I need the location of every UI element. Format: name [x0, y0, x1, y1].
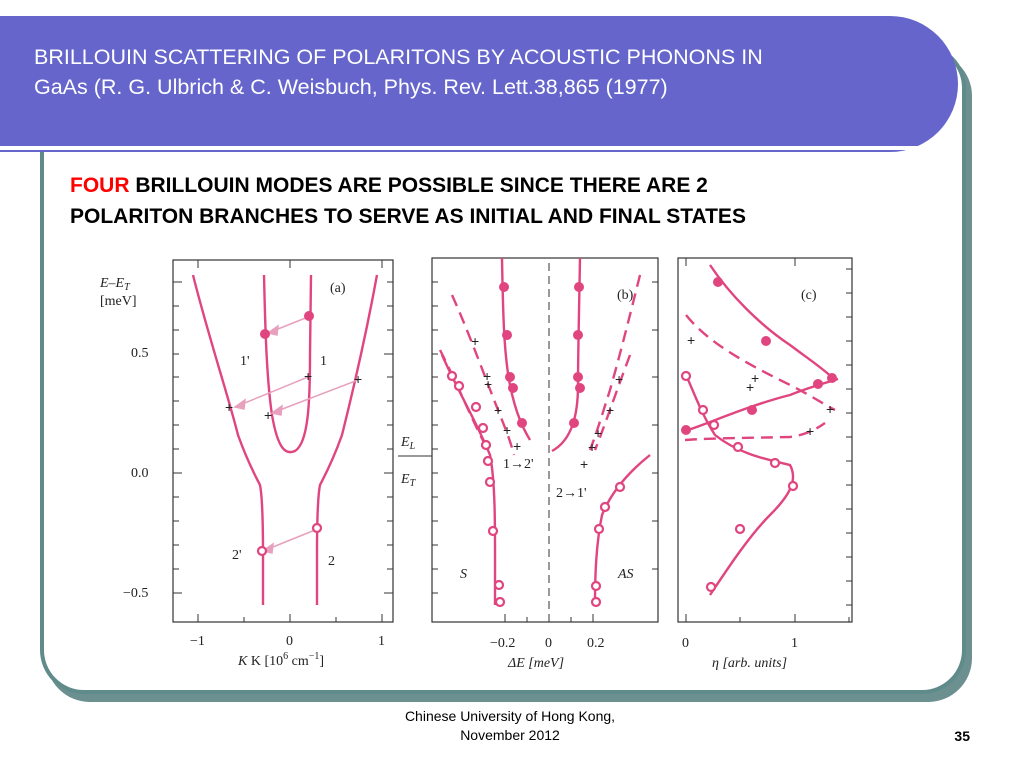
plus-b-3: +: [494, 402, 502, 418]
panel-c-xtick-1: 1: [791, 636, 798, 651]
subtitle-highlight: FOUR: [70, 174, 130, 197]
panel-a-xtick-2: 1: [378, 634, 385, 649]
side-label-s: S: [460, 567, 467, 582]
branch-label-1prime: 1': [240, 354, 250, 369]
branch-label-2: 2: [328, 554, 335, 569]
panel-a-xtick-1: 0: [286, 634, 293, 649]
plus-b-7: +: [606, 402, 614, 418]
title-bar: [0, 16, 958, 152]
plus-a-3: +: [264, 407, 272, 423]
panel-b: + + + + + + + + + + + (b) EL ET 1→2' 2→1…: [398, 257, 659, 671]
panel-b-xlabel: ΔE [meV]: [507, 656, 564, 671]
level-label-et: ET: [400, 472, 417, 489]
panel-a: 0.5 0.0 −0.5 −1 0 1 E–ET [meV] K K [106 …: [99, 259, 394, 669]
panel-c-frame: [677, 257, 853, 623]
panel-a-yunit: [meV]: [100, 294, 137, 309]
plus-a-1: +: [354, 371, 362, 387]
panel-a-ytick-1: 0.0: [131, 466, 149, 481]
panel-a-frame: [172, 259, 394, 623]
c-dash-2: [684, 422, 826, 442]
panel-a-ytick-2: −0.5: [123, 586, 148, 601]
title-line-1: BRILLOUIN SCATTERING OF POLARITONS BY AC…: [34, 45, 763, 69]
panel-c-xlabel: η [arb. units]: [712, 656, 787, 671]
title-line-2: GaAs (R. G. Ulbrich & C. Weisbuch, Phys.…: [34, 75, 668, 99]
side-label-as: AS: [617, 567, 634, 582]
plus-b-6: +: [615, 371, 623, 387]
plus-c-4: +: [806, 423, 814, 439]
transition-label-1-2prime: 1→2': [503, 457, 534, 472]
c-dash-1: [685, 314, 836, 412]
subtitle-line-1: BRILLOUIN MODES ARE POSSIBLE SINCE THERE…: [129, 174, 708, 197]
panel-a-xtick-0: −1: [190, 634, 205, 649]
upper-branch-right: [315, 274, 379, 605]
plus-c-0: +: [687, 332, 695, 348]
panel-a-xlabel: K K [106 cm−1]: [237, 651, 324, 669]
footer-affiliation: Chinese University of Hong Kong, Novembe…: [360, 707, 660, 745]
panel-a-ylabel: E–ET: [99, 276, 131, 293]
transition-label-2-1prime: 2→1': [556, 486, 587, 501]
slide-subtitle: FOUR BRILLOUIN MODES ARE POSSIBLE SINCE …: [70, 170, 930, 232]
b-solid-right-2: [593, 454, 651, 606]
c-solid-3: [684, 374, 795, 596]
plus-a-0: +: [304, 368, 312, 384]
panel-b-xtick-2: 0.2: [587, 636, 605, 651]
plus-b-8: +: [594, 425, 602, 441]
branch-label-1: 1: [320, 354, 327, 369]
panel-b-label: (b): [617, 288, 634, 303]
upper-branch-left: [191, 274, 265, 605]
c-solid-1: [709, 264, 836, 381]
plus-c-3: +: [826, 401, 834, 417]
branch-1-loop: [262, 274, 313, 454]
panel-b-xtick-1: 0: [545, 636, 552, 651]
plus-b-0: +: [471, 333, 479, 349]
panel-b-xtick-0: −0.2: [490, 636, 515, 651]
plus-b-9: +: [588, 439, 596, 455]
slide-title: BRILLOUIN SCATTERING OF POLARITONS BY AC…: [34, 42, 924, 102]
b-dash-left-1: [450, 294, 516, 456]
page-number: 35: [954, 728, 970, 744]
plus-a-2: +: [225, 399, 233, 415]
plus-b-1: +: [483, 368, 491, 384]
b-dash-right-2: [588, 274, 642, 451]
figure: 0.5 0.0 −0.5 −1 0 1 E–ET [meV] K K [106 …: [99, 257, 853, 671]
plus-b-5: +: [513, 438, 521, 454]
panel-c-xtick-0: 0: [682, 636, 689, 651]
branch-label-2prime: 2': [232, 548, 242, 563]
plus-b-2: +: [484, 376, 492, 392]
subtitle-line-2: POLARITON BRANCHES TO SERVE AS INITIAL A…: [70, 205, 746, 228]
panel-a-label: (a): [330, 281, 346, 296]
plus-b-4: +: [503, 422, 511, 438]
footer-line-2: November 2012: [460, 727, 560, 743]
footer-line-1: Chinese University of Hong Kong,: [404, 708, 616, 724]
panel-c-label: (c): [801, 288, 817, 303]
plus-b-10: +: [580, 456, 588, 472]
title-underline: [0, 146, 934, 150]
panel-c: + + + + + (c) 0 1 η [arb. units]: [677, 257, 853, 671]
plus-c-2: +: [746, 379, 754, 395]
plus-c-1: +: [751, 370, 759, 386]
panel-b-frame: [431, 257, 659, 623]
panel-a-ytick-0: 0.5: [131, 346, 149, 361]
level-label-el: EL: [400, 435, 416, 452]
